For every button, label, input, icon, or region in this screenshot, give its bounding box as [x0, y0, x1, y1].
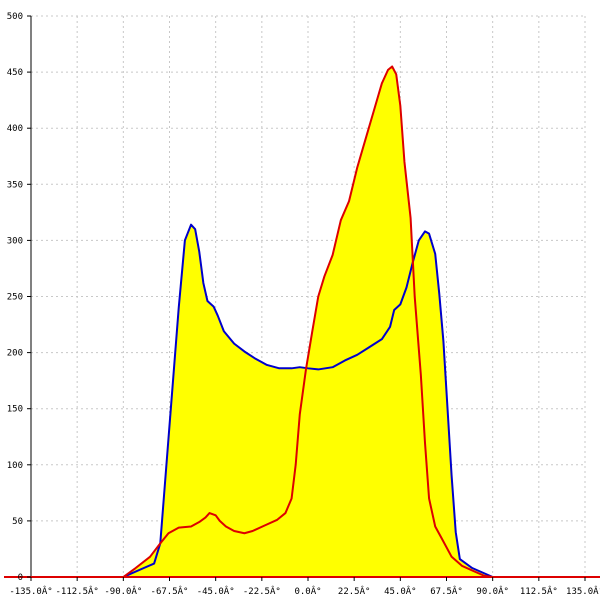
filled-areas	[31, 66, 585, 578]
y-tick-label: 200	[7, 349, 23, 359]
x-tick-label: -135.0Â°	[9, 585, 52, 597]
x-tick-label: -45.0Â°	[197, 585, 235, 597]
x-tick-label: -67.5Â°	[151, 585, 189, 597]
x-tick-label: -90.0Â°	[104, 585, 142, 597]
y-axis-ticks: 0 50 100 150 200 250 300 350 400 450 500	[7, 12, 31, 583]
series-lines	[31, 65, 585, 578]
x-tick-label: -112.5Â°	[55, 585, 98, 597]
y-tick-label: 50	[12, 517, 23, 527]
x-tick-label: 0.0Â°	[294, 585, 321, 597]
y-tick-label: 350	[7, 180, 23, 190]
y-tick-label: 250	[7, 293, 23, 303]
y-tick-label: 400	[7, 124, 23, 134]
x-tick-label: 112.5Â°	[520, 585, 558, 597]
x-tick-label: 90.0Â°	[476, 585, 509, 597]
y-tick-label: 100	[7, 461, 23, 471]
x-axis-ticks: -135.0Â° -112.5Â° -90.0Â° -67.5Â° -45.0Â° -22…	[9, 577, 600, 597]
x-tick-label: 45.0Â°	[384, 585, 417, 597]
x-tick-label: 135.0Â°	[566, 585, 600, 597]
y-tick-label: 500	[7, 12, 23, 22]
x-tick-label: -22.5Â°	[243, 585, 281, 597]
y-tick-label: 300	[7, 236, 23, 246]
series-2-fill	[31, 66, 585, 578]
y-tick-label: 150	[7, 405, 23, 415]
series-2-line	[31, 65, 585, 578]
x-tick-label: 67.5Â°	[430, 585, 463, 597]
x-tick-label: 22.5Â°	[338, 585, 371, 597]
series-1-line	[31, 223, 585, 578]
y-tick-label: 0	[18, 573, 23, 583]
y-tick-label: 450	[7, 68, 23, 78]
